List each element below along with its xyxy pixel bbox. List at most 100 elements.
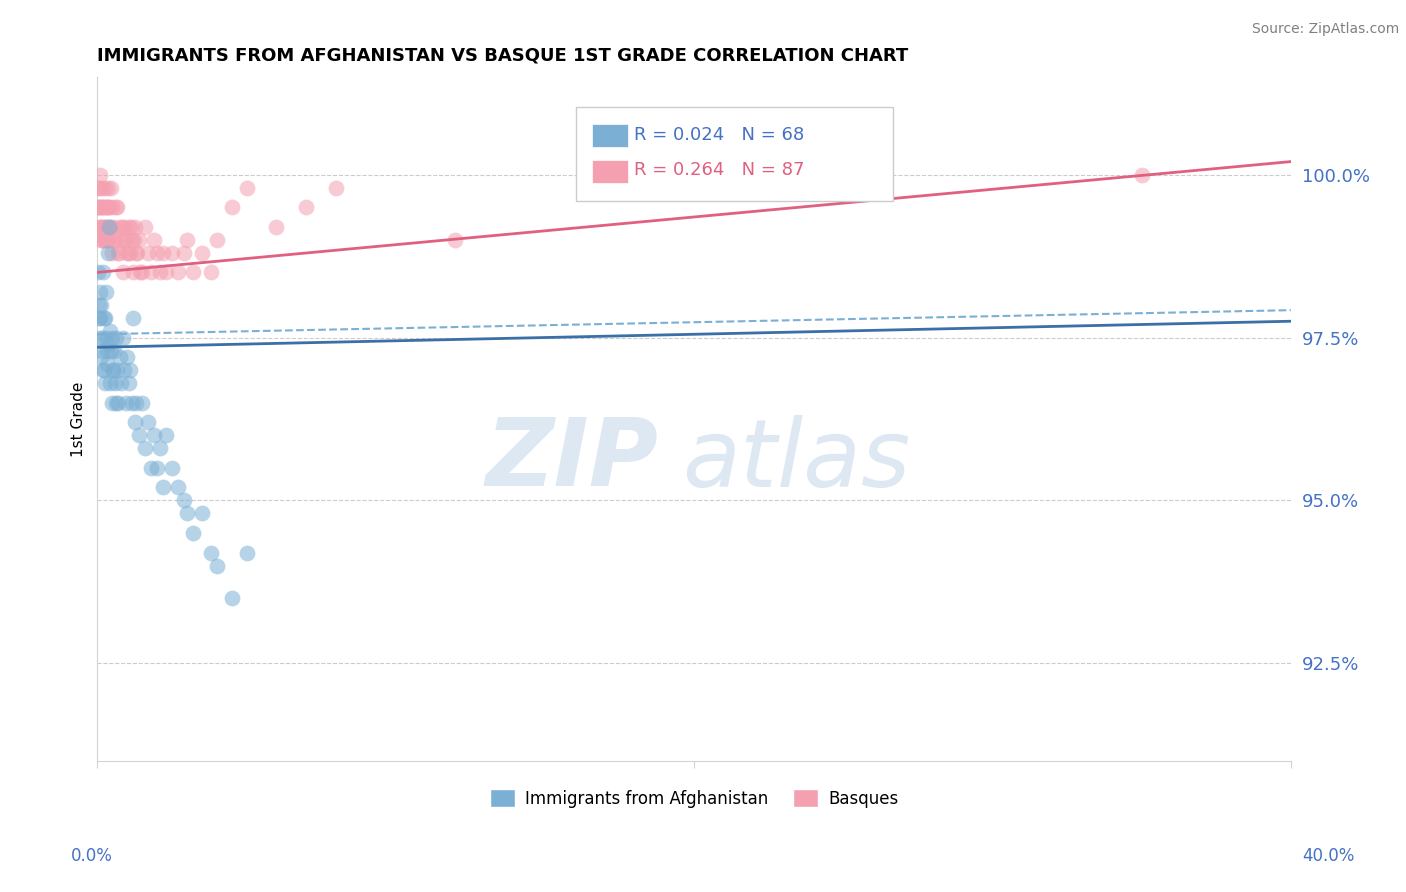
Text: 40.0%: 40.0% (1302, 847, 1355, 864)
Point (131, 265, 153, 279)
Point (91, 363, 114, 377)
Point (112, 363, 135, 377)
Point (122, 310, 145, 325)
Point (1130, 168, 1153, 182)
Point (115, 350, 138, 364)
Point (89, 200, 111, 214)
Point (96, 343, 118, 358)
Point (94, 310, 117, 325)
Point (105, 363, 128, 377)
Point (118, 376, 141, 391)
Point (200, 265, 222, 279)
Point (97, 200, 120, 214)
Point (93, 200, 115, 214)
Point (90, 350, 112, 364)
Point (97, 337, 120, 351)
Point (134, 219, 156, 234)
Text: R = 0.024   N = 68: R = 0.024 N = 68 (634, 126, 804, 144)
Point (205, 558, 228, 573)
Point (173, 493, 195, 508)
Point (93, 219, 115, 234)
Point (155, 428, 177, 442)
Point (160, 460, 183, 475)
Point (87, 200, 110, 214)
Point (128, 428, 150, 442)
Point (87, 265, 110, 279)
Point (104, 376, 127, 391)
Point (101, 233, 124, 247)
Point (104, 330, 127, 344)
Point (149, 265, 172, 279)
Point (94, 376, 117, 391)
Point (110, 233, 132, 247)
Point (121, 395, 143, 409)
Point (139, 460, 162, 475)
Point (89, 219, 111, 234)
Point (97, 245, 120, 260)
Point (191, 245, 214, 260)
Point (129, 265, 152, 279)
Text: ZIP: ZIP (485, 414, 658, 506)
Point (122, 233, 145, 247)
Point (100, 395, 122, 409)
Point (105, 200, 128, 214)
Point (89, 330, 111, 344)
Point (173, 245, 195, 260)
Point (100, 180, 122, 194)
Point (103, 343, 125, 358)
Point (90, 200, 112, 214)
Point (181, 265, 204, 279)
Point (89, 200, 111, 214)
Point (235, 180, 257, 194)
Point (97, 233, 120, 247)
Y-axis label: 1st Grade: 1st Grade (72, 381, 86, 457)
Point (266, 219, 288, 234)
Point (160, 245, 183, 260)
Point (87, 180, 110, 194)
Point (91, 330, 114, 344)
Point (91, 200, 114, 214)
Point (108, 219, 131, 234)
Point (121, 233, 143, 247)
Point (90, 343, 112, 358)
Point (96, 285, 118, 299)
Point (136, 415, 159, 429)
Point (110, 376, 132, 391)
Point (143, 233, 166, 247)
Point (115, 245, 138, 260)
Point (125, 395, 148, 409)
Point (94, 180, 117, 194)
Point (131, 395, 153, 409)
Point (90, 298, 112, 312)
Point (90, 219, 112, 234)
Point (152, 245, 174, 260)
Point (143, 428, 166, 442)
Point (89, 219, 111, 234)
Point (89, 285, 111, 299)
Point (155, 265, 177, 279)
Point (100, 343, 122, 358)
Point (124, 415, 146, 429)
Point (105, 395, 128, 409)
Point (108, 245, 131, 260)
Point (107, 245, 129, 260)
Point (200, 545, 222, 559)
Point (98, 376, 121, 391)
Point (93, 363, 115, 377)
Point (139, 265, 162, 279)
Point (89, 168, 111, 182)
Legend: Immigrants from Afghanistan, Basques: Immigrants from Afghanistan, Basques (484, 783, 905, 814)
Point (114, 233, 136, 247)
Point (98, 219, 121, 234)
Point (114, 233, 136, 247)
Point (101, 200, 124, 214)
Point (94, 233, 117, 247)
Point (91, 200, 114, 214)
Point (90, 233, 112, 247)
Point (96, 200, 118, 214)
Point (152, 480, 174, 494)
Point (94, 330, 117, 344)
Point (89, 310, 111, 325)
Point (114, 395, 136, 409)
Point (87, 310, 110, 325)
